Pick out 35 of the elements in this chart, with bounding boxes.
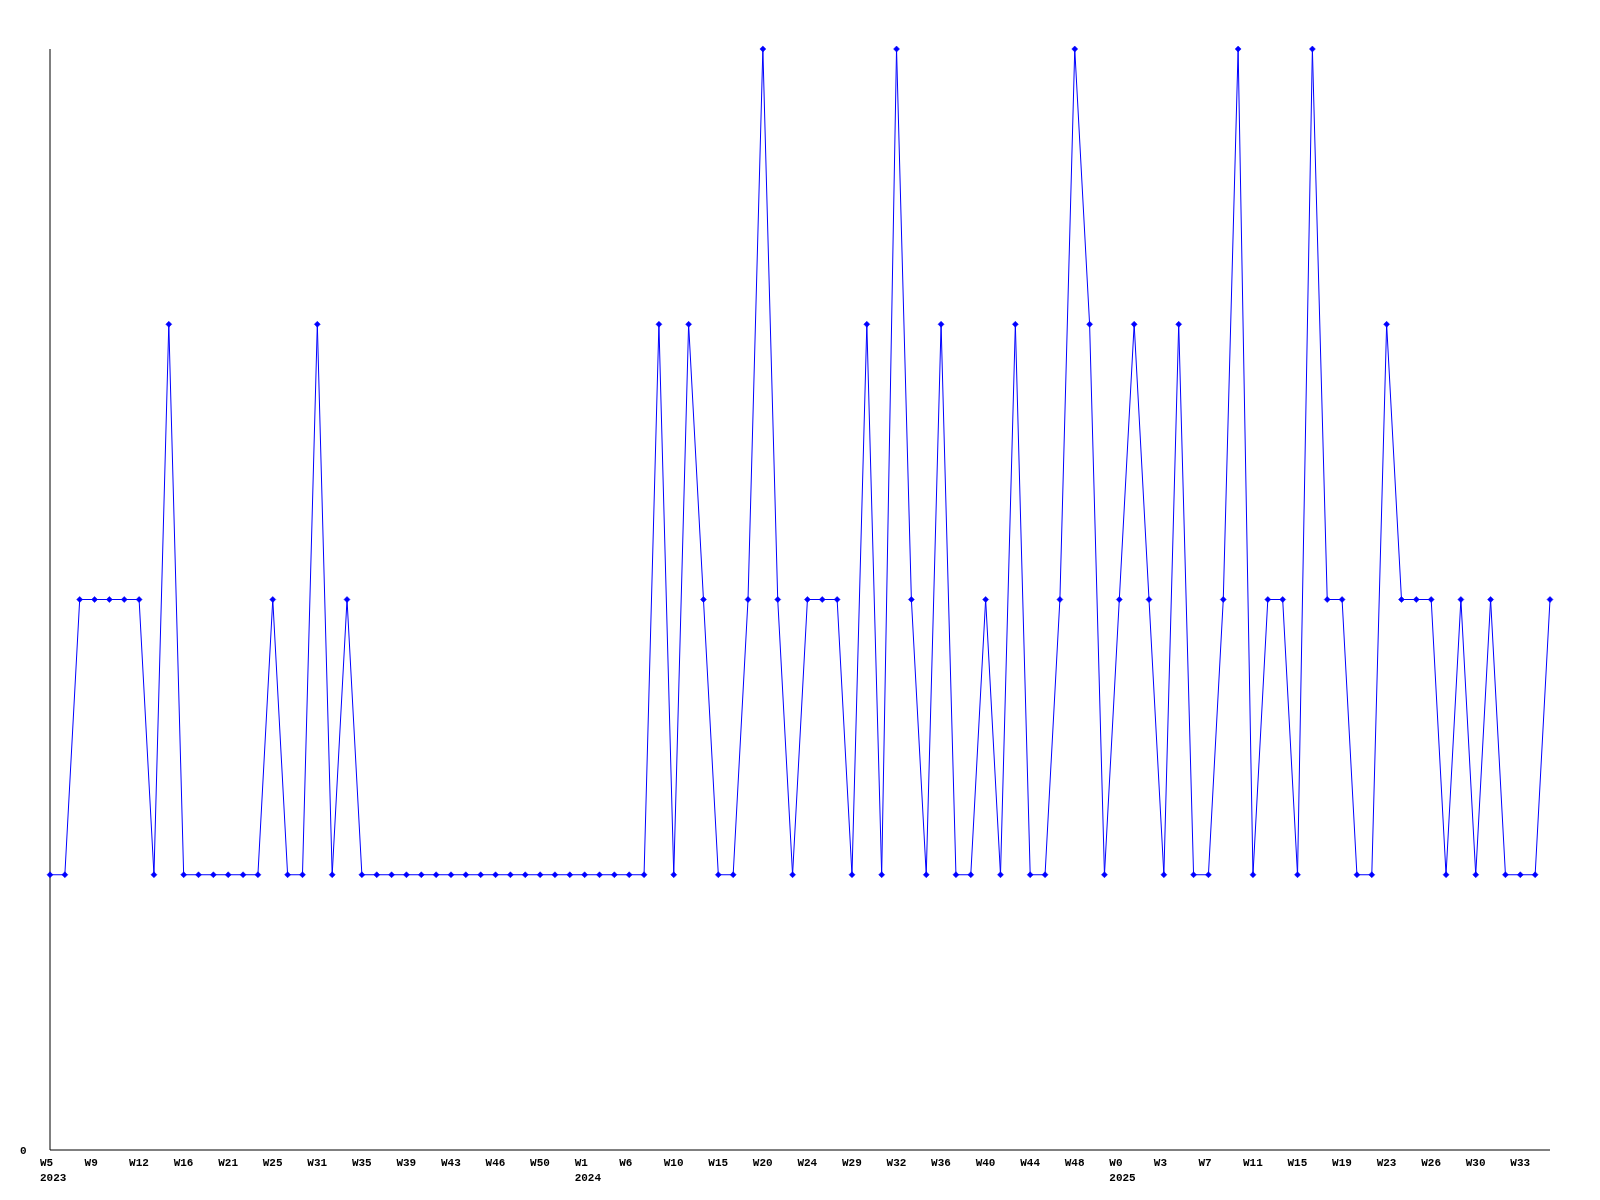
x-tick-label: W19 bbox=[1332, 1157, 1352, 1169]
x-tick-label: W9 bbox=[84, 1157, 98, 1169]
x-tick-label: W15 bbox=[708, 1157, 729, 1169]
x-tick-label: W20 bbox=[752, 1157, 773, 1169]
x-tick-label: W5 2023 bbox=[40, 1157, 67, 1184]
x-tick-label: W16 bbox=[173, 1157, 194, 1169]
x-tick-label: W43 bbox=[440, 1157, 462, 1169]
x-tick-label: W25 bbox=[262, 1157, 283, 1169]
text: 0 bbox=[20, 1145, 27, 1157]
x-tick-label: W46 bbox=[485, 1157, 506, 1169]
x-tick-label: W15 bbox=[1287, 1157, 1308, 1169]
x-tick-label: W48 bbox=[1064, 1157, 1085, 1169]
x-tick-label: W23 bbox=[1376, 1157, 1397, 1169]
x-tick-label: W6 bbox=[619, 1157, 633, 1169]
x-tick-label: W26 bbox=[1421, 1157, 1441, 1169]
x-tick-label: W11 bbox=[1242, 1157, 1264, 1169]
x-tick-label: W33 bbox=[1510, 1157, 1531, 1169]
x-tick-label: W1 2024 bbox=[574, 1157, 602, 1184]
x-tick-label: W35 bbox=[351, 1157, 373, 1169]
x-tick-label: W7 bbox=[1198, 1157, 1212, 1169]
x-tick-label: W39 bbox=[396, 1157, 417, 1169]
x-tick-label: W50 bbox=[530, 1157, 550, 1169]
x-tick-label: W40 bbox=[975, 1157, 996, 1169]
x-tick-label: W10 bbox=[663, 1157, 684, 1169]
x-tick-label: W24 bbox=[797, 1157, 818, 1169]
x-tick-label: W31 bbox=[307, 1157, 328, 1169]
x-tick-label: W44 bbox=[1020, 1157, 1041, 1169]
x-tick-label: W29 bbox=[841, 1157, 862, 1169]
x-tick-label: W36 bbox=[931, 1157, 951, 1169]
x-tick-label: W32 bbox=[886, 1157, 907, 1169]
x-tick-label: W12 bbox=[129, 1157, 149, 1169]
x-tick-label: W30 bbox=[1465, 1157, 1486, 1169]
x-tick-label: W3 bbox=[1153, 1157, 1168, 1169]
x-tick-label: W0 2025 bbox=[1109, 1157, 1137, 1184]
x-tick-label: W21 bbox=[218, 1157, 239, 1169]
